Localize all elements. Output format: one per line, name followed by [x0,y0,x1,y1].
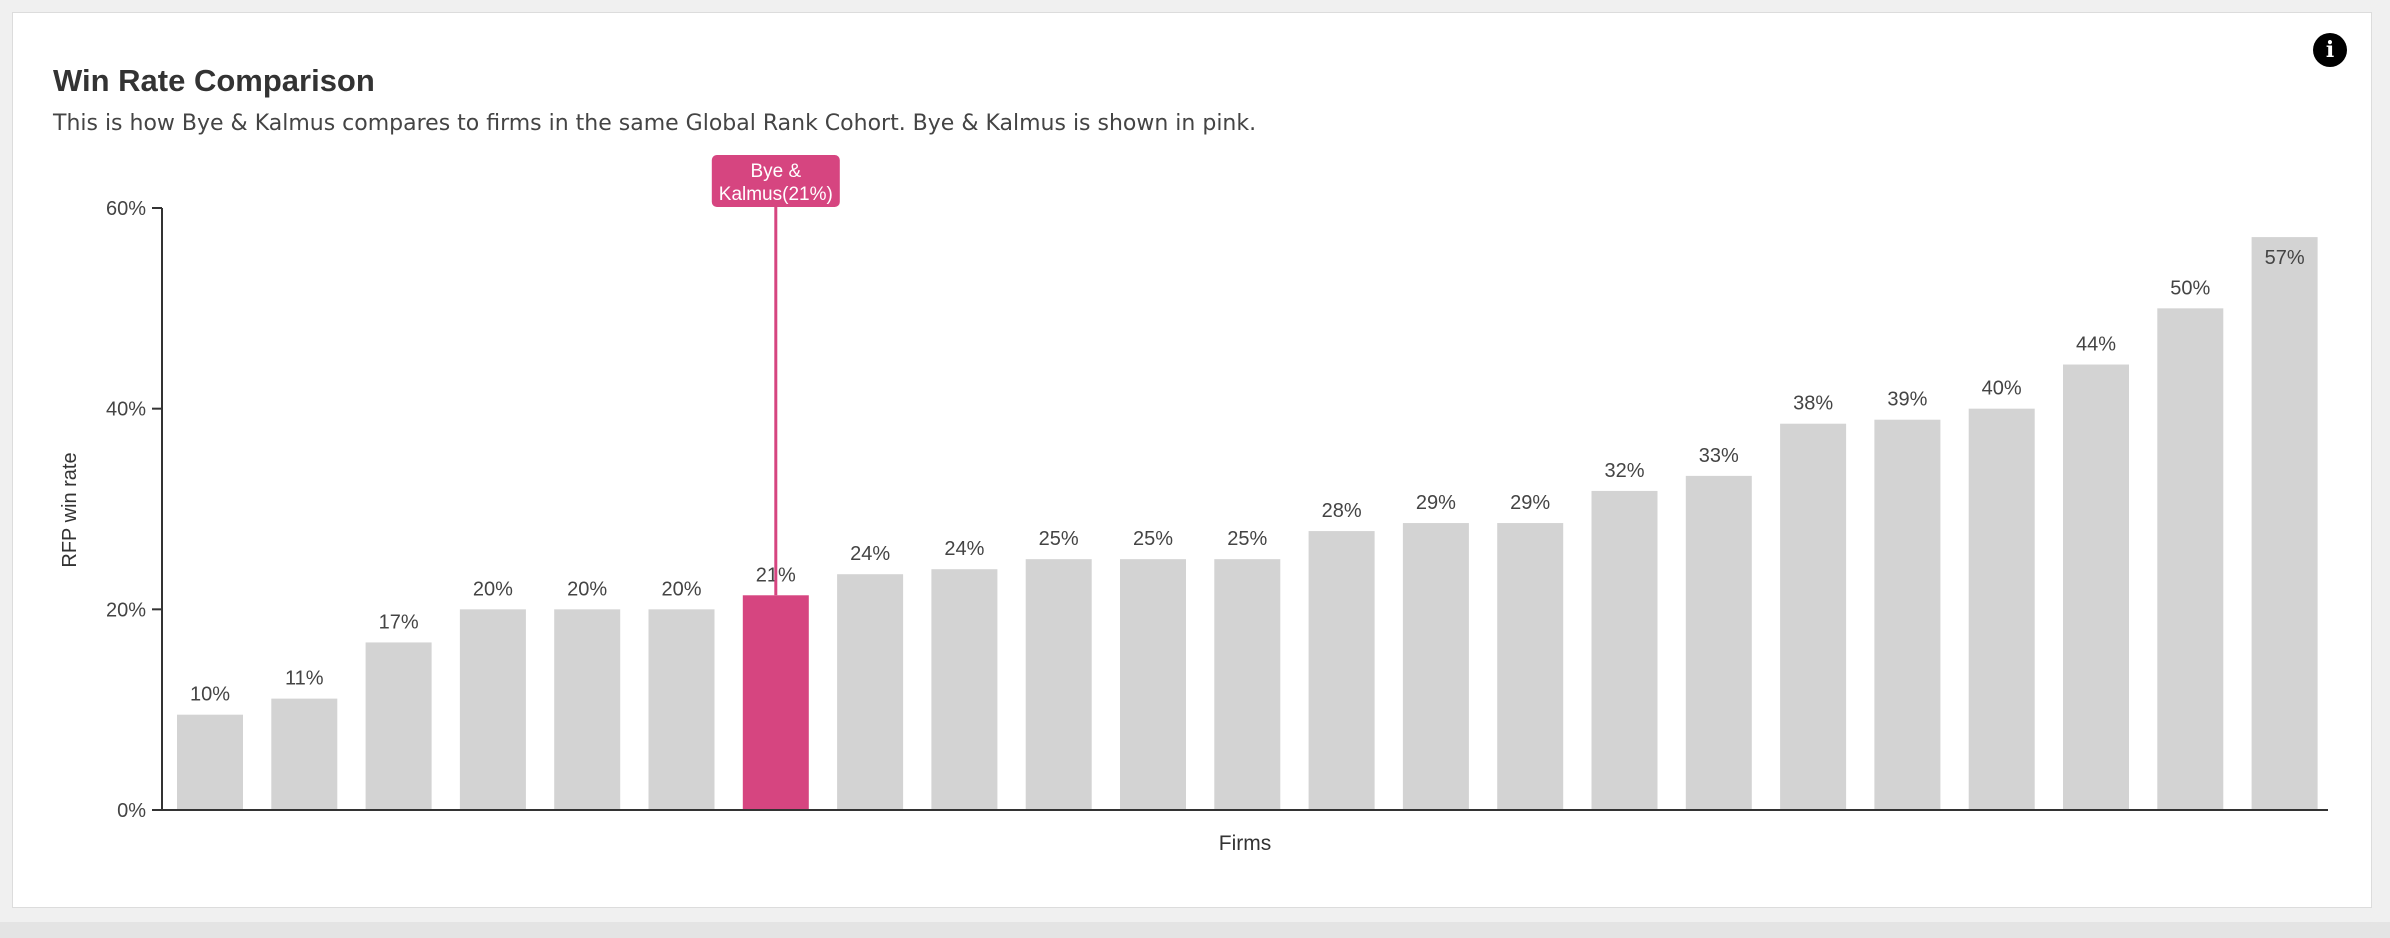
highlight-annotation: Bye &Kalmus(21%) [711,155,840,596]
bar-data-label: 38% [1793,393,1833,415]
bar[interactable] [648,609,715,810]
bar-data-label: 50% [2170,277,2210,299]
y-tick-label: 60% [106,198,146,220]
bar[interactable] [1874,419,1941,810]
bar-data-label: 29% [1416,492,1456,514]
bar-data-label: 57% [2265,247,2305,269]
x-axis-label: Firms [1219,832,1271,855]
bar-data-label: 29% [1510,492,1550,514]
y-tick-label: 0% [117,800,146,822]
bar[interactable] [1968,408,2035,810]
bar[interactable] [1685,475,1752,810]
bar[interactable] [1497,523,1564,810]
bar-data-label: 17% [379,611,419,633]
bar[interactable] [1402,523,1469,810]
y-axis-label: RFP win rate [59,452,81,567]
bar[interactable] [1214,559,1281,810]
bar-data-label: 39% [1887,389,1927,411]
bar[interactable] [2063,364,2129,810]
bar-highlight[interactable] [742,595,809,810]
highlight-label-line2: Kalmus(21%) [719,184,833,205]
bar-data-label: 44% [2076,334,2116,356]
bar-data-label: 20% [473,578,513,600]
bar-data-label: 20% [661,578,701,600]
bar[interactable] [2251,237,2318,810]
bar-data-label: 33% [1699,445,1739,467]
bar-data-label: 10% [190,684,230,706]
bar-data-label: 24% [944,538,984,560]
bar[interactable] [177,714,243,810]
highlight-label-line1: Bye & [750,161,801,182]
bar-data-label: 32% [1604,460,1644,482]
bar-data-label: 11% [285,668,324,690]
bar-data-label: 24% [850,543,890,565]
bar[interactable] [1120,559,1186,810]
chart-title: Win Rate Comparison [53,63,375,98]
info-icon[interactable]: i [2313,33,2347,67]
bar[interactable] [2157,308,2224,810]
bars [177,237,2318,810]
bar-data-label: 25% [1227,528,1267,550]
bar-data-label: 20% [567,578,607,600]
bar[interactable] [1025,559,1092,810]
bar[interactable] [271,698,338,810]
chart-subtitle: This is how Bye & Kalmus compares to fir… [53,111,1257,136]
bar[interactable] [1780,423,1847,810]
bar[interactable] [931,569,998,810]
bottom-divider [0,922,2390,938]
highlight-tooltip-box [711,155,840,207]
bar[interactable] [554,609,621,810]
bar[interactable] [459,609,526,810]
bar[interactable] [1308,531,1375,810]
bar-data-labels: 10%11%17%20%20%20%21%24%24%25%25%25%28%2… [190,247,2305,706]
bar[interactable] [837,574,904,810]
bar[interactable] [1591,490,1658,810]
bar-data-label: 25% [1039,528,1079,550]
bar[interactable] [365,642,432,810]
y-tick-label: 40% [106,399,146,421]
bar-data-label: 40% [1982,378,2022,400]
y-tick-label: 20% [106,599,146,621]
bar-data-label: 25% [1133,528,1173,550]
y-axis-ticks: 0% 20% 40% 60% [106,198,162,822]
bar-data-label: 28% [1322,500,1362,522]
